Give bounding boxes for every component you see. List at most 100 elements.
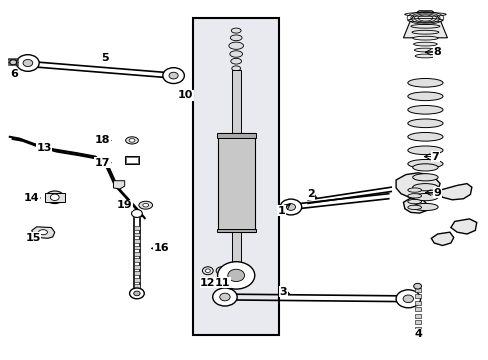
- Ellipse shape: [202, 267, 213, 275]
- Bar: [126, 157, 138, 163]
- Text: 3: 3: [279, 287, 287, 297]
- Polygon shape: [430, 232, 453, 246]
- Ellipse shape: [407, 132, 442, 141]
- Ellipse shape: [413, 283, 421, 289]
- Bar: [216, 133, 255, 138]
- Bar: [134, 252, 140, 256]
- Ellipse shape: [125, 137, 138, 144]
- Bar: [134, 265, 140, 269]
- Bar: [124, 156, 139, 164]
- Ellipse shape: [10, 60, 17, 65]
- Text: 16: 16: [153, 243, 169, 253]
- Ellipse shape: [413, 48, 436, 52]
- Ellipse shape: [412, 174, 437, 181]
- Bar: [134, 239, 140, 243]
- Text: 19: 19: [117, 200, 132, 210]
- Ellipse shape: [45, 191, 64, 204]
- Bar: [8, 64, 18, 65]
- Bar: [134, 278, 140, 282]
- Bar: [414, 314, 420, 318]
- Ellipse shape: [231, 28, 241, 33]
- Ellipse shape: [39, 230, 47, 235]
- Polygon shape: [113, 181, 124, 189]
- Bar: [414, 294, 420, 298]
- Ellipse shape: [230, 58, 241, 64]
- Ellipse shape: [219, 293, 230, 301]
- Text: 6: 6: [10, 69, 18, 79]
- Ellipse shape: [412, 164, 437, 171]
- Bar: [414, 301, 420, 305]
- Text: 4: 4: [413, 329, 421, 339]
- Ellipse shape: [412, 194, 437, 201]
- Text: 1: 1: [277, 206, 285, 216]
- Ellipse shape: [139, 201, 152, 209]
- Bar: [414, 320, 420, 324]
- Ellipse shape: [412, 36, 437, 40]
- Ellipse shape: [411, 30, 438, 34]
- Text: 7: 7: [430, 152, 438, 162]
- Text: 9: 9: [433, 188, 441, 198]
- Bar: [231, 70, 240, 133]
- Text: 17: 17: [95, 158, 110, 168]
- Text: 14: 14: [24, 193, 40, 203]
- Ellipse shape: [414, 54, 435, 58]
- Ellipse shape: [407, 159, 442, 168]
- Ellipse shape: [407, 146, 442, 154]
- Ellipse shape: [407, 188, 421, 192]
- Ellipse shape: [129, 139, 135, 142]
- Bar: [8, 58, 18, 59]
- Ellipse shape: [413, 42, 436, 46]
- Ellipse shape: [133, 291, 140, 296]
- Ellipse shape: [219, 269, 224, 273]
- Ellipse shape: [229, 51, 242, 57]
- Ellipse shape: [407, 105, 442, 114]
- Bar: [8, 62, 18, 63]
- Ellipse shape: [286, 204, 295, 210]
- Bar: [134, 258, 140, 262]
- Text: 18: 18: [95, 135, 110, 145]
- Ellipse shape: [402, 295, 413, 303]
- Text: 11: 11: [214, 278, 230, 288]
- Ellipse shape: [407, 194, 421, 198]
- Ellipse shape: [228, 42, 243, 49]
- Ellipse shape: [412, 203, 437, 211]
- Text: 8: 8: [433, 47, 441, 57]
- Ellipse shape: [50, 194, 59, 201]
- Polygon shape: [403, 198, 427, 213]
- Bar: [134, 271, 140, 275]
- Text: 12: 12: [200, 278, 215, 288]
- Ellipse shape: [212, 288, 237, 306]
- Bar: [414, 288, 420, 292]
- Ellipse shape: [23, 59, 33, 67]
- Polygon shape: [403, 11, 447, 38]
- Ellipse shape: [407, 119, 442, 128]
- Bar: [134, 246, 140, 249]
- Text: 13: 13: [36, 143, 52, 153]
- Ellipse shape: [410, 24, 439, 28]
- Ellipse shape: [407, 205, 421, 210]
- Bar: [414, 307, 420, 311]
- Text: 5: 5: [101, 53, 109, 63]
- Ellipse shape: [407, 78, 442, 87]
- Polygon shape: [395, 173, 439, 199]
- Polygon shape: [437, 184, 471, 200]
- Ellipse shape: [230, 35, 242, 41]
- Ellipse shape: [404, 13, 446, 16]
- Ellipse shape: [217, 262, 254, 289]
- Ellipse shape: [131, 210, 142, 217]
- Ellipse shape: [231, 66, 240, 71]
- Bar: [8, 61, 18, 62]
- Ellipse shape: [395, 290, 420, 308]
- Ellipse shape: [412, 184, 437, 191]
- Ellipse shape: [407, 199, 421, 204]
- Ellipse shape: [205, 269, 210, 273]
- Text: 15: 15: [25, 233, 41, 243]
- Ellipse shape: [129, 288, 144, 299]
- Ellipse shape: [407, 92, 442, 100]
- Ellipse shape: [407, 18, 442, 22]
- Ellipse shape: [227, 269, 244, 282]
- Text: 2: 2: [306, 189, 314, 199]
- Bar: [8, 59, 18, 60]
- Ellipse shape: [142, 203, 148, 207]
- Polygon shape: [32, 227, 55, 238]
